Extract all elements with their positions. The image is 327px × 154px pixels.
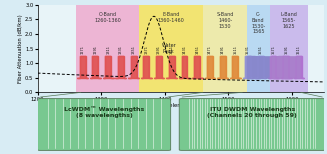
Polygon shape [166,56,177,78]
Text: 1391: 1391 [157,45,161,54]
Bar [203,5,248,92]
Text: LcWDM™ Wavelengths
(8 wavelengths): LcWDM™ Wavelengths (8 wavelengths) [64,106,144,118]
Polygon shape [281,56,292,78]
FancyBboxPatch shape [179,99,325,150]
Text: 1451: 1451 [195,45,199,54]
Bar [139,5,203,92]
Text: 1271: 1271 [81,45,85,54]
Polygon shape [294,56,304,78]
Text: 1351: 1351 [131,45,136,54]
Text: 1311: 1311 [106,45,110,54]
Text: 1291: 1291 [94,45,97,54]
Text: 1431: 1431 [182,45,186,54]
Text: 1371: 1371 [144,45,148,54]
Polygon shape [154,56,164,78]
FancyBboxPatch shape [38,99,171,150]
Text: C-
Band
1530-
1565: C- Band 1530- 1565 [251,12,266,34]
X-axis label: Wavelength (nm): Wavelength (nm) [158,103,204,108]
Polygon shape [243,56,253,78]
Bar [76,5,139,92]
Polygon shape [128,56,139,78]
Text: O-Band
1260-1360: O-Band 1260-1360 [94,12,121,23]
Polygon shape [77,56,88,78]
Text: 1511: 1511 [233,45,237,54]
Polygon shape [192,56,203,78]
Bar [248,5,270,92]
Text: 1471: 1471 [208,45,212,54]
Text: S-Band
1460-
1530: S-Band 1460- 1530 [216,12,234,28]
Polygon shape [230,56,241,78]
Bar [270,5,308,92]
Text: E-Band
1360-1460: E-Band 1360-1460 [158,12,184,23]
Polygon shape [115,56,126,78]
Polygon shape [103,56,113,78]
Text: ITU DWDM Wavelengths
(Channels 20 through 59): ITU DWDM Wavelengths (Channels 20 throug… [207,107,297,118]
Text: 1491: 1491 [221,45,225,54]
Text: 1591: 1591 [284,45,288,54]
Text: 1611: 1611 [297,45,301,54]
Text: 1331: 1331 [119,45,123,54]
Polygon shape [268,56,279,78]
Text: L-Band
1565-
1625: L-Band 1565- 1625 [280,12,297,28]
Y-axis label: Fiber Attenuation (dB/km): Fiber Attenuation (dB/km) [18,14,23,83]
Polygon shape [141,56,152,78]
Text: 1571: 1571 [271,45,276,54]
Text: 1551: 1551 [259,45,263,54]
Text: Water
Peak: Water Peak [162,43,177,54]
Polygon shape [90,56,101,78]
Text: 1531: 1531 [246,45,250,54]
Polygon shape [179,56,190,78]
Polygon shape [204,56,215,78]
Polygon shape [255,56,266,78]
Polygon shape [217,56,228,78]
Text: 1411: 1411 [170,45,174,54]
